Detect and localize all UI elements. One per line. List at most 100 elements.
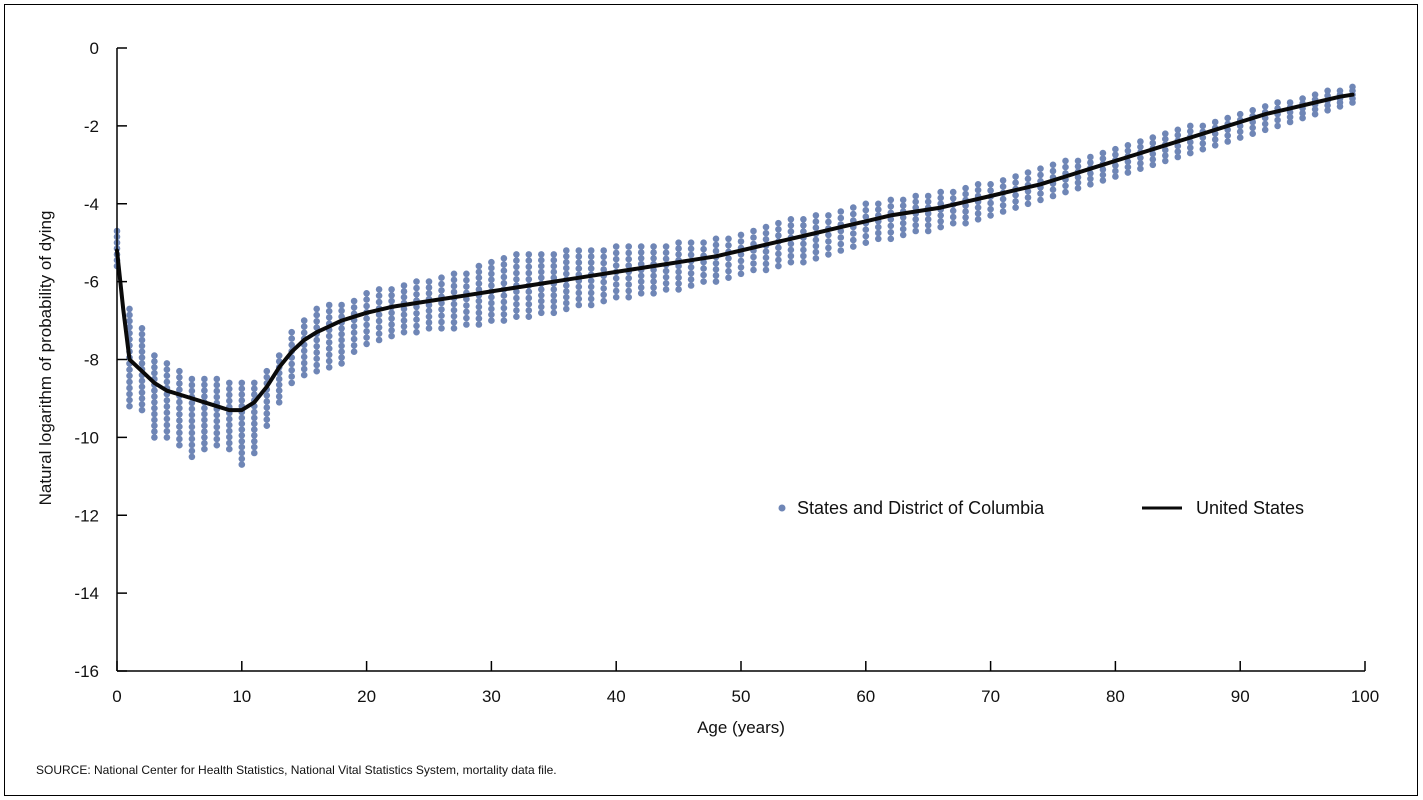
state-point xyxy=(525,313,533,321)
state-point xyxy=(1037,196,1044,204)
state-point xyxy=(163,397,171,404)
y-tick-label: -8 xyxy=(84,351,99,370)
state-point xyxy=(924,227,932,235)
state-point xyxy=(1211,136,1219,143)
state-point xyxy=(875,223,882,231)
state-point xyxy=(176,386,183,394)
state-point xyxy=(488,305,495,313)
state-point xyxy=(812,236,820,244)
y-tick-label: -12 xyxy=(74,506,99,525)
state-point xyxy=(762,223,770,231)
state-point xyxy=(563,288,570,295)
state-point xyxy=(550,303,558,311)
state-point xyxy=(700,271,707,279)
state-point xyxy=(1324,87,1331,95)
state-point xyxy=(563,282,570,289)
state-point xyxy=(725,242,732,249)
state-point xyxy=(862,226,870,233)
state-point xyxy=(288,360,296,368)
state-point xyxy=(325,314,333,321)
state-point xyxy=(1162,146,1169,154)
state-point xyxy=(488,258,495,266)
state-point xyxy=(138,336,146,344)
state-point xyxy=(525,269,533,277)
state-point xyxy=(962,214,969,221)
state-point xyxy=(600,285,607,292)
state-point xyxy=(587,253,595,260)
y-axis-title: Natural logarithm of probability of dyin… xyxy=(36,211,55,506)
state-point xyxy=(775,262,782,270)
state-point xyxy=(762,266,770,274)
state-point xyxy=(151,428,158,435)
state-point xyxy=(138,342,146,350)
state-point xyxy=(762,248,770,255)
state-point xyxy=(987,181,994,188)
state-point xyxy=(587,301,595,309)
state-point xyxy=(1162,130,1169,137)
x-tick-label: 50 xyxy=(732,687,751,706)
state-point xyxy=(525,288,533,296)
state-point xyxy=(151,416,158,424)
state-point xyxy=(612,255,620,263)
state-point xyxy=(363,296,370,303)
state-point xyxy=(1286,99,1294,106)
scatter-points xyxy=(113,83,1356,468)
state-point xyxy=(1249,130,1256,137)
state-point xyxy=(700,265,707,272)
state-point xyxy=(188,387,196,395)
state-point xyxy=(438,318,445,326)
state-point xyxy=(837,214,845,222)
state-point xyxy=(338,360,345,367)
state-point xyxy=(488,270,495,278)
state-point xyxy=(1074,179,1082,186)
state-point xyxy=(313,349,321,356)
state-point xyxy=(388,327,395,334)
state-point xyxy=(325,332,333,340)
state-point xyxy=(188,435,196,443)
state-point xyxy=(450,282,458,290)
state-point xyxy=(213,381,221,389)
state-point xyxy=(1137,160,1144,167)
state-point xyxy=(650,254,657,262)
state-point xyxy=(338,348,345,356)
state-point xyxy=(238,438,246,445)
state-point xyxy=(999,183,1007,190)
state-point xyxy=(1274,122,1281,130)
state-point xyxy=(325,339,333,346)
state-point xyxy=(450,319,458,326)
state-point xyxy=(538,251,545,258)
state-point xyxy=(188,381,196,389)
state-point xyxy=(912,216,919,223)
state-point xyxy=(363,302,370,310)
state-point xyxy=(612,249,620,257)
state-point xyxy=(862,232,870,240)
state-point xyxy=(1124,163,1132,171)
state-point xyxy=(300,353,308,361)
state-point xyxy=(525,300,533,308)
state-point xyxy=(438,287,445,294)
state-point xyxy=(1124,142,1132,149)
state-point xyxy=(513,294,520,302)
state-point xyxy=(762,229,770,237)
state-point xyxy=(513,269,520,277)
state-point xyxy=(375,311,383,319)
x-tick-label: 90 xyxy=(1231,687,1250,706)
state-point xyxy=(388,315,395,322)
state-point xyxy=(575,295,583,303)
state-point xyxy=(450,276,458,284)
state-point xyxy=(625,287,632,295)
state-point xyxy=(400,282,408,289)
state-point xyxy=(1211,142,1219,149)
state-point xyxy=(363,334,370,341)
state-point xyxy=(1087,175,1094,183)
state-point xyxy=(251,426,258,433)
state-point xyxy=(587,283,595,291)
state-point xyxy=(1236,134,1244,141)
state-point xyxy=(176,429,183,437)
state-point xyxy=(862,239,870,246)
state-point xyxy=(899,196,907,204)
state-point xyxy=(974,210,982,217)
state-point xyxy=(1324,102,1331,109)
state-point xyxy=(912,227,919,235)
y-tick-label: 0 xyxy=(90,39,99,58)
